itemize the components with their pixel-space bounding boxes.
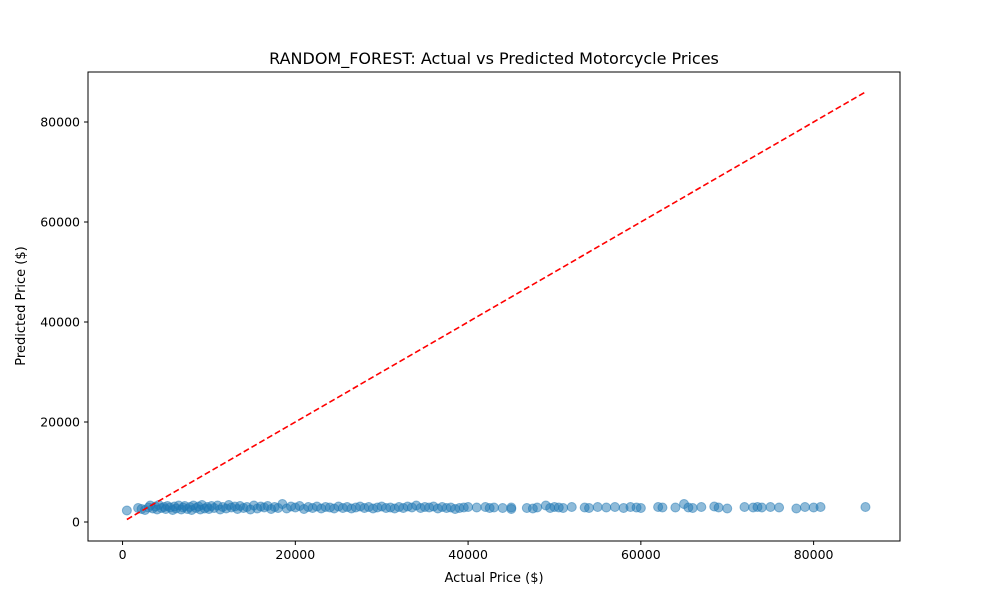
data-point: [765, 502, 776, 512]
data-point: [722, 503, 733, 514]
x-axis-ticks: 0 20000 40000 60000 80000: [119, 541, 834, 562]
y-tick-label: 20000: [40, 415, 80, 430]
data-point: [860, 502, 871, 512]
y-tick-label: 0: [72, 515, 80, 530]
data-point: [558, 503, 569, 513]
x-axis-label: Actual Price ($): [444, 571, 543, 586]
data-point: [756, 502, 767, 513]
data-point: [532, 502, 543, 513]
data-point: [713, 502, 724, 513]
data-point: [609, 502, 620, 512]
y-axis-ticks: 0 20000 40000 60000 80000: [40, 115, 88, 530]
data-point: [489, 502, 499, 513]
x-tick-label: 40000: [448, 547, 488, 562]
data-point: [121, 505, 132, 516]
data-point: [584, 503, 595, 513]
data-point: [739, 502, 750, 512]
plot-frame: [87, 71, 901, 542]
data-point: [657, 502, 668, 513]
data-point: [670, 502, 681, 513]
data-point: [791, 503, 802, 514]
y-tick-label: 40000: [40, 315, 80, 330]
chart-title: RANDOM_FOREST: Actual vs Predicted Motor…: [269, 49, 719, 69]
data-point: [471, 502, 482, 513]
y-tick-label: 80000: [40, 115, 80, 130]
data-point: [506, 504, 517, 514]
data-point: [497, 503, 508, 513]
x-tick-label: 20000: [275, 547, 315, 562]
y-axis-label: Predicted Price ($): [14, 246, 29, 365]
data-point: [566, 502, 577, 512]
data-point: [815, 502, 826, 512]
data-point: [696, 502, 707, 512]
data-point: [774, 502, 785, 513]
x-tick-label: 80000: [794, 547, 834, 562]
x-tick-label: 0: [119, 547, 127, 562]
data-point: [601, 502, 612, 513]
y-tick-label: 60000: [40, 215, 80, 230]
points-layer: [121, 499, 871, 516]
data-point: [635, 503, 646, 513]
data-point: [463, 502, 474, 512]
data-point: [687, 503, 698, 513]
data-point: [592, 502, 603, 512]
data-point: [799, 502, 810, 512]
reference-line-layer: [126, 91, 866, 521]
x-tick-label: 60000: [621, 547, 661, 562]
reference-line: [126, 91, 866, 521]
